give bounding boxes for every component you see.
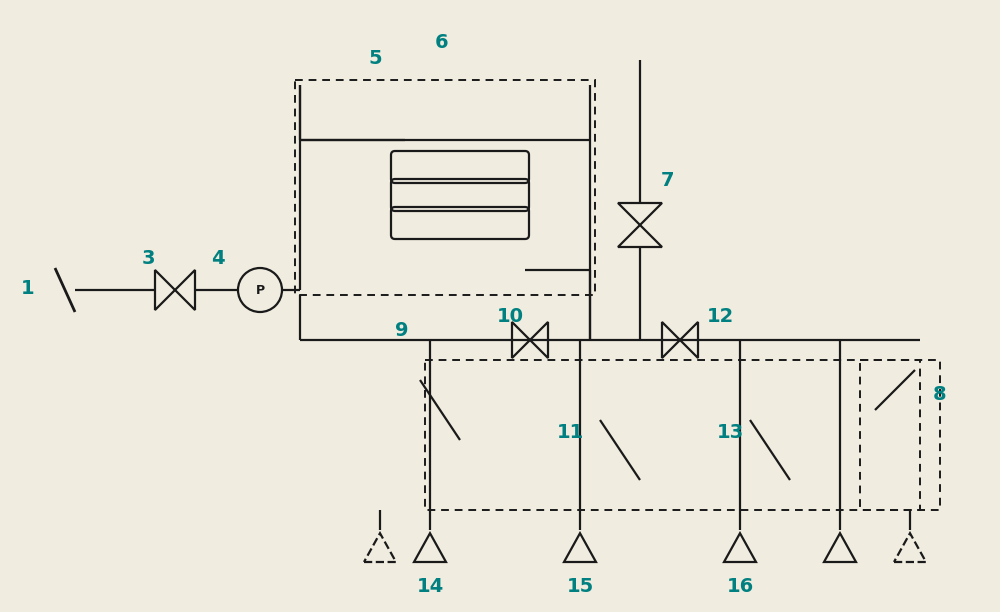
Text: 14: 14 — [416, 577, 444, 595]
Text: 12: 12 — [706, 307, 734, 326]
Text: P: P — [255, 283, 265, 296]
Text: 11: 11 — [556, 422, 584, 441]
Text: 8: 8 — [933, 386, 947, 405]
Text: 5: 5 — [368, 48, 382, 67]
Text: 15: 15 — [566, 577, 594, 595]
Text: 7: 7 — [661, 171, 675, 190]
Text: 3: 3 — [141, 248, 155, 267]
Text: 16: 16 — [726, 577, 754, 595]
Text: 13: 13 — [716, 422, 744, 441]
Bar — [425, 360, 920, 510]
Text: 9: 9 — [395, 321, 409, 340]
Text: 1: 1 — [21, 278, 35, 297]
Bar — [860, 360, 940, 510]
Text: 6: 6 — [435, 32, 449, 51]
Bar — [295, 80, 595, 295]
Text: 4: 4 — [211, 248, 225, 267]
Text: 10: 10 — [496, 307, 524, 326]
